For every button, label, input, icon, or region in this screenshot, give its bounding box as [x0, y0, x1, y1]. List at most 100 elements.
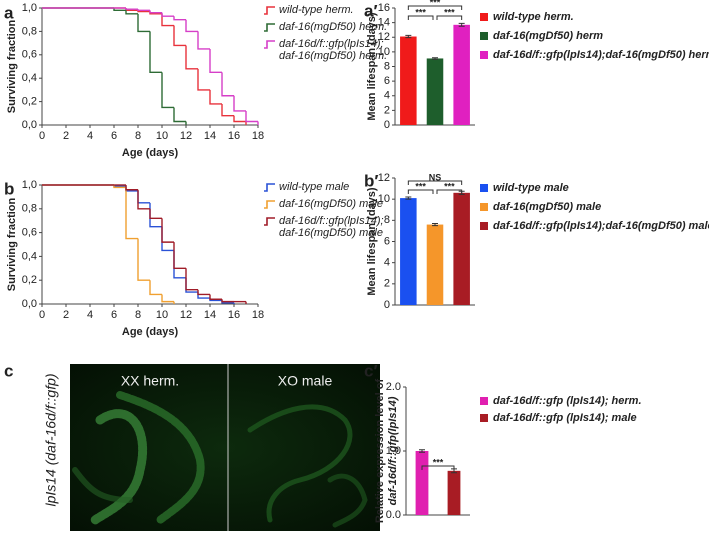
survival-step — [221, 72, 234, 97]
legend-swatch — [264, 23, 275, 32]
legend-swatch — [480, 203, 488, 211]
survival-step — [161, 294, 174, 303]
x-tick-label: 10 — [156, 130, 168, 142]
y-tick-label: 0,2 — [22, 274, 37, 286]
x-tick-label: 14 — [204, 309, 216, 321]
survival-step — [197, 68, 210, 91]
survival-step — [209, 294, 222, 300]
survival-step — [233, 95, 246, 112]
error-bar — [419, 449, 425, 453]
survival-step — [149, 10, 162, 14]
y-tick-label: 0,0 — [22, 119, 37, 131]
survival-step — [149, 202, 162, 228]
worm — [90, 409, 148, 525]
significance-label: *** — [444, 7, 455, 17]
y-axis-label: daf-16d/f::gfp(lpIs14) — [387, 396, 399, 505]
y-tick-label: 0,0 — [22, 298, 37, 310]
significance-bracket — [407, 15, 434, 20]
x-tick-label: 16 — [228, 309, 240, 321]
legend-swatch — [264, 6, 275, 15]
legend-swatch — [264, 217, 275, 226]
legend-swatch — [264, 183, 275, 192]
x-tick-label: 18 — [252, 309, 264, 321]
y-tick-label: 8 — [384, 60, 390, 72]
significance-label: *** — [433, 457, 444, 467]
survival-step — [125, 185, 138, 191]
bar — [400, 36, 417, 125]
y-tick-label: 0,8 — [22, 25, 37, 37]
legend-line: daf-16(mgDf50) male — [279, 227, 383, 239]
y-tick-label: 4 — [384, 90, 390, 102]
x-tick-label: 0 — [39, 130, 45, 142]
error-bar — [432, 223, 438, 227]
error-bar — [458, 22, 465, 27]
x-tick-label: 18 — [252, 130, 264, 142]
legend-label: wild-type male — [493, 182, 569, 194]
legend-label: daf-16d/f::gfp(lpIs14);daf-16(mgDf50) he… — [493, 49, 709, 61]
significance-bracket — [421, 465, 455, 470]
survival-step — [113, 8, 126, 12]
y-tick-label: 0,2 — [22, 96, 37, 108]
survival-step — [161, 72, 174, 109]
y-tick-label: 0,6 — [22, 49, 37, 61]
y-tick-label: 2 — [384, 104, 390, 116]
survival-step — [197, 289, 210, 296]
y-tick-label: 16 — [378, 2, 390, 14]
survival-step — [209, 48, 222, 74]
y-tick-label: 12 — [378, 31, 390, 43]
panel-letter: a′ — [364, 1, 378, 20]
y-axis-label: Surviving fraction — [6, 19, 18, 113]
legend-line: wild-type herm. — [279, 4, 354, 16]
worm — [116, 391, 205, 524]
y-tick-label: 6 — [384, 75, 390, 87]
legend-label: daf-16d/f::gfp(lpIs14);daf-16(mgDf50) he… — [279, 38, 387, 62]
bar — [426, 58, 444, 125]
panel-letter: b′ — [364, 171, 378, 190]
legend-label: wild-type male — [279, 181, 349, 193]
x-tick-label: 0 — [39, 309, 45, 321]
x-tick-label: 16 — [228, 130, 240, 142]
y-tick-label: 2.0 — [386, 381, 401, 393]
x-tick-label: 6 — [111, 130, 117, 142]
bar — [453, 192, 470, 305]
bar — [447, 470, 461, 515]
y-tick-label: 0.0 — [386, 509, 401, 521]
legend-line: daf-16(mgDf50) herm. — [279, 21, 387, 33]
y-axis-label: Mean lifespan (days) — [366, 12, 378, 121]
legend-swatch — [480, 13, 488, 21]
survival-step — [161, 226, 174, 252]
survival-step — [161, 13, 174, 27]
survival-step — [185, 19, 198, 33]
bar — [426, 224, 444, 305]
survival-step — [173, 16, 186, 21]
survival-step — [137, 238, 150, 281]
legend-label: daf-16d/f::gfp(lpIs14);daf-16(mgDf50) ma… — [493, 220, 709, 232]
legend-swatch — [480, 184, 488, 192]
survival-step — [125, 10, 138, 15]
survival-step — [173, 107, 186, 123]
y-tick-label: 0,4 — [22, 250, 37, 262]
survival-step — [245, 110, 258, 123]
survival-step — [113, 185, 126, 189]
significance-label: *** — [415, 7, 426, 17]
survival-step — [137, 190, 150, 204]
panel-letter: c′ — [364, 361, 378, 380]
panel-letter: a — [4, 3, 14, 22]
significance-label: *** — [444, 181, 455, 191]
legend-swatch — [480, 397, 488, 405]
x-axis-label: Age (days) — [122, 326, 179, 338]
y-tick-label: 10 — [378, 193, 390, 205]
legend-line: daf-16(mgDf50) male — [279, 198, 383, 210]
y-tick-label: 2 — [384, 278, 390, 290]
worm — [247, 404, 353, 523]
worm — [72, 467, 133, 503]
legend-line: wild-type male — [279, 181, 349, 193]
survival-step — [161, 12, 174, 17]
y-tick-label: 0,6 — [22, 227, 37, 239]
legend-swatch — [480, 222, 488, 230]
y-tick-label: 0,8 — [22, 203, 37, 215]
legend-line: daf-16(mgDf50) herm. — [279, 50, 387, 62]
y-tick-label: 1,0 — [22, 179, 37, 191]
panel-letter: b — [4, 179, 14, 198]
image-caption: lpIs14 (daf-16d/f::gfp) — [43, 373, 59, 506]
